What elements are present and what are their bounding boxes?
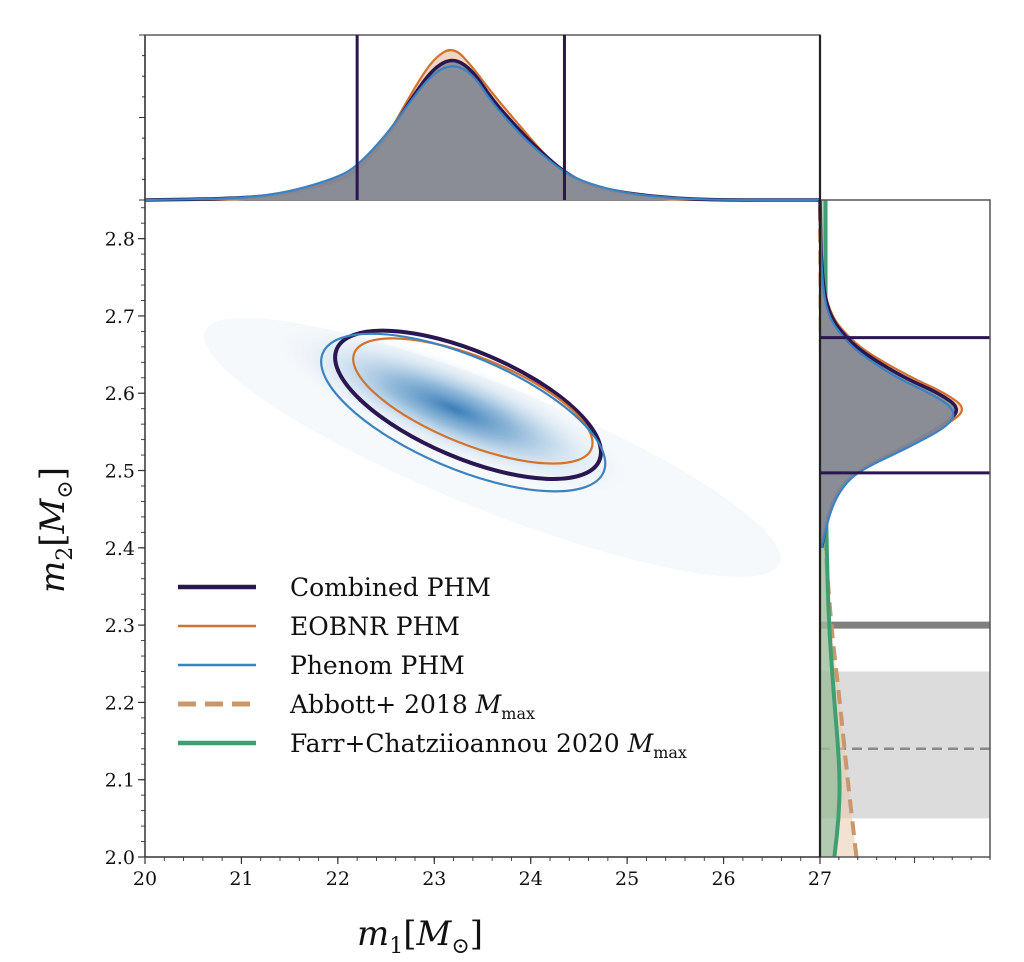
y-axis-label: m2[M⊙]	[33, 467, 78, 593]
y-tick-label: 2.7	[105, 306, 135, 328]
axes	[144, 35, 822, 858]
legend-label-abbott-2018: Abbott+ 2018 Mmax	[289, 690, 535, 723]
y-tick-label: 2.6	[105, 383, 135, 405]
y-tick-label: 2.4	[105, 538, 135, 560]
x-tick-label: 21	[229, 868, 253, 890]
legend-label-farr-chatziioannou-2020: Farr+Chatziioannou 2020 Mmax	[290, 729, 687, 762]
credible-contours	[320, 328, 607, 493]
posterior-density	[203, 317, 781, 577]
x-tick-label: 26	[711, 868, 735, 890]
x-tick-label: 24	[519, 868, 543, 890]
x-tick-label: 27	[808, 868, 832, 890]
legend-label-eobnr-phm: EOBNR PHM	[290, 612, 460, 641]
m1-line-phenom-phm	[144, 65, 820, 202]
m1-fill-phenom-phm	[145, 66, 820, 200]
contour-eobnr-phm	[352, 337, 594, 465]
legend: Combined PHM EOBNR PHM Phenom PHM Abbott+ 2…	[178, 573, 687, 762]
y-tick-label: 2.8	[105, 229, 135, 251]
x-tick-label: 25	[615, 868, 639, 890]
m1-marginal-panel	[139, 34, 821, 202]
m2-line-phenom-phm	[818, 199, 955, 549]
y-tick-label: 2.3	[105, 615, 135, 637]
legend-label-phenom-phm: Phenom PHM	[290, 651, 465, 680]
legend-label-combined-phm: Combined PHM	[290, 573, 491, 602]
y-tick-label: 2.1	[105, 770, 135, 792]
y-axis-ticks: 2.0 2.1 2.2 2.3 2.4 2.5 2.6 2.7 2.8	[105, 207, 145, 869]
y-tick-label: 2.2	[105, 692, 135, 714]
m2-marginal-panel	[818, 199, 991, 863]
x-axis-ticks: 20 21 22 23 24 25 26 27	[133, 857, 832, 890]
x-axis-label: m1[M⊙]	[357, 914, 483, 959]
m2-fill-phenom-phm	[820, 200, 954, 548]
x-tick-label: 20	[133, 868, 157, 890]
density-core	[276, 324, 631, 493]
y-tick-label: 2.0	[105, 847, 135, 869]
contour-combined-phm	[333, 328, 603, 481]
contour-phenom-phm	[320, 332, 607, 493]
y-tick-label: 2.5	[105, 461, 135, 483]
x-tick-label: 23	[422, 868, 446, 890]
x-tick-label: 22	[326, 868, 350, 890]
